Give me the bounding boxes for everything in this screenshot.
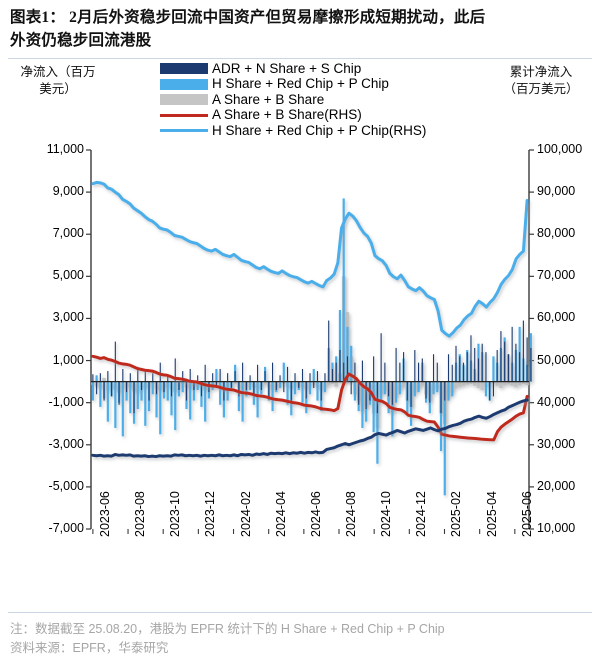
y-tick-right-5: 50,000 [537,352,576,367]
legend-swatch-bar-1 [160,78,208,90]
y-tick-left-1: 9,000 [52,184,84,199]
line-h-share-red-chip-p-chip-cumulative [91,180,529,338]
legend-swatch-bar-2 [160,94,208,106]
y-tick-right-3: 70,000 [537,268,576,283]
left-axis-title: 净流入（百万 美元） [6,64,110,98]
chart-notes: 注：数据截至 25.08.20，港股为 EPFR 统计下的 H Share + … [10,620,594,658]
legend-label-3: A Share + B Share(RHS) [212,107,362,123]
y-tick-left-7: -3,000 [48,436,84,451]
x-tick-0: 2023-06 [97,491,112,537]
y-tick-left-4: 3,000 [52,310,84,325]
y-tick-left-0: 11,000 [46,142,84,156]
legend-item-0[interactable]: ADR + N Share + S Chip [160,61,490,77]
x-tick-3: 2023-12 [203,491,218,537]
x-tick-11: 2025-04 [484,491,499,537]
x-tick-8: 2024-10 [379,491,394,537]
legend-item-1[interactable]: H Share + Red Chip + P Chip [160,77,490,93]
y-tick-left-2: 7,000 [52,226,84,241]
right-axis-title-line2: （百万美元） [503,82,579,96]
y-tick-left-3: 5,000 [52,268,84,283]
bars-adr-n-share-s-chip [92,320,532,414]
right-axis-title: 累计净流入 （百万美元） [488,64,594,98]
note-line-source: 资料来源：EPFR，华泰研究 [10,641,169,655]
y-tick-right-9: 10,000 [537,521,576,535]
x-tick-12: 2025-06 [519,491,534,537]
left-axis-title-line2: 美元） [39,82,77,96]
x-tick-10: 2025-02 [449,491,464,537]
left-axis-title-line1: 净流入（百万 [20,65,96,79]
x-tick-4: 2024-02 [238,491,253,537]
legend-item-4[interactable]: H Share + Red Chip + P Chip(RHS) [160,123,490,139]
legend-swatch-line-3 [160,113,208,117]
chart-legend: ADR + N Share + S Chip H Share + Red Chip… [160,61,490,139]
axis-ticks [86,149,534,530]
line-a-share-b-share-cumulative [91,354,529,442]
x-axis-ticks [92,529,516,534]
bars-h-share-red-chip-p-chip [91,198,532,496]
x-tick-6: 2024-06 [308,491,323,537]
y-tick-right-1: 90,000 [537,184,576,199]
legend-swatch-line-4 [160,129,208,133]
y-tick-left-8: -5,000 [48,478,84,493]
chart-title-line1: 图表1： 2月后外资稳步回流中国资产但贸易摩擦形成短期扰动，此后 [10,9,486,26]
x-tick-9: 2024-12 [414,491,429,537]
y-tick-right-4: 60,000 [537,310,576,325]
chart-title-line2: 外资仍稳步回流港股 [10,32,152,49]
plot-area: 11,000 9,000 7,000 5,000 3,000 1,000 -1,000 -3,… [0,140,600,540]
legend-item-2[interactable]: A Share + B Share [160,92,490,108]
chart-title-block: 图表1： 2月后外资稳步回流中国资产但贸易摩擦形成短期扰动，此后 外资仍稳步回流… [0,0,600,54]
y-tick-left-6: -1,000 [48,394,84,409]
y-tick-right-7: 30,000 [537,436,576,451]
x-tick-1: 2023-08 [133,491,148,537]
y-tick-left-9: -7,000 [48,521,84,535]
x-tick-7: 2024-08 [344,491,358,537]
title-divider [8,58,592,59]
legend-label-1: H Share + Red Chip + P Chip [212,76,389,92]
legend-label-4: H Share + Red Chip + P Chip(RHS) [212,122,427,138]
legend-item-3[interactable]: A Share + B Share(RHS) [160,108,490,124]
y-tick-right-6: 40,000 [537,394,576,409]
right-axis-title-line1: 累计净流入 [509,65,573,79]
line-adr-n-share-s-chip-cumulative [91,398,529,459]
y-tick-right-8: 20,000 [537,478,576,493]
note-line-data-asof: 注：数据截至 25.08.20，港股为 EPFR 统计下的 H Share + … [10,622,445,636]
chart-canvas [86,149,534,534]
x-tick-2: 2023-10 [168,491,183,537]
notes-divider [8,612,592,613]
x-tick-5: 2024-04 [273,491,288,537]
legend-swatch-bar-0 [160,63,208,75]
y-tick-right-2: 80,000 [537,226,576,241]
legend-label-2: A Share + B Share [212,91,325,107]
y-tick-left-5: 1,000 [52,352,84,367]
legend-label-0: ADR + N Share + S Chip [212,60,362,76]
y-tick-right-0: 100,000 [537,142,583,156]
